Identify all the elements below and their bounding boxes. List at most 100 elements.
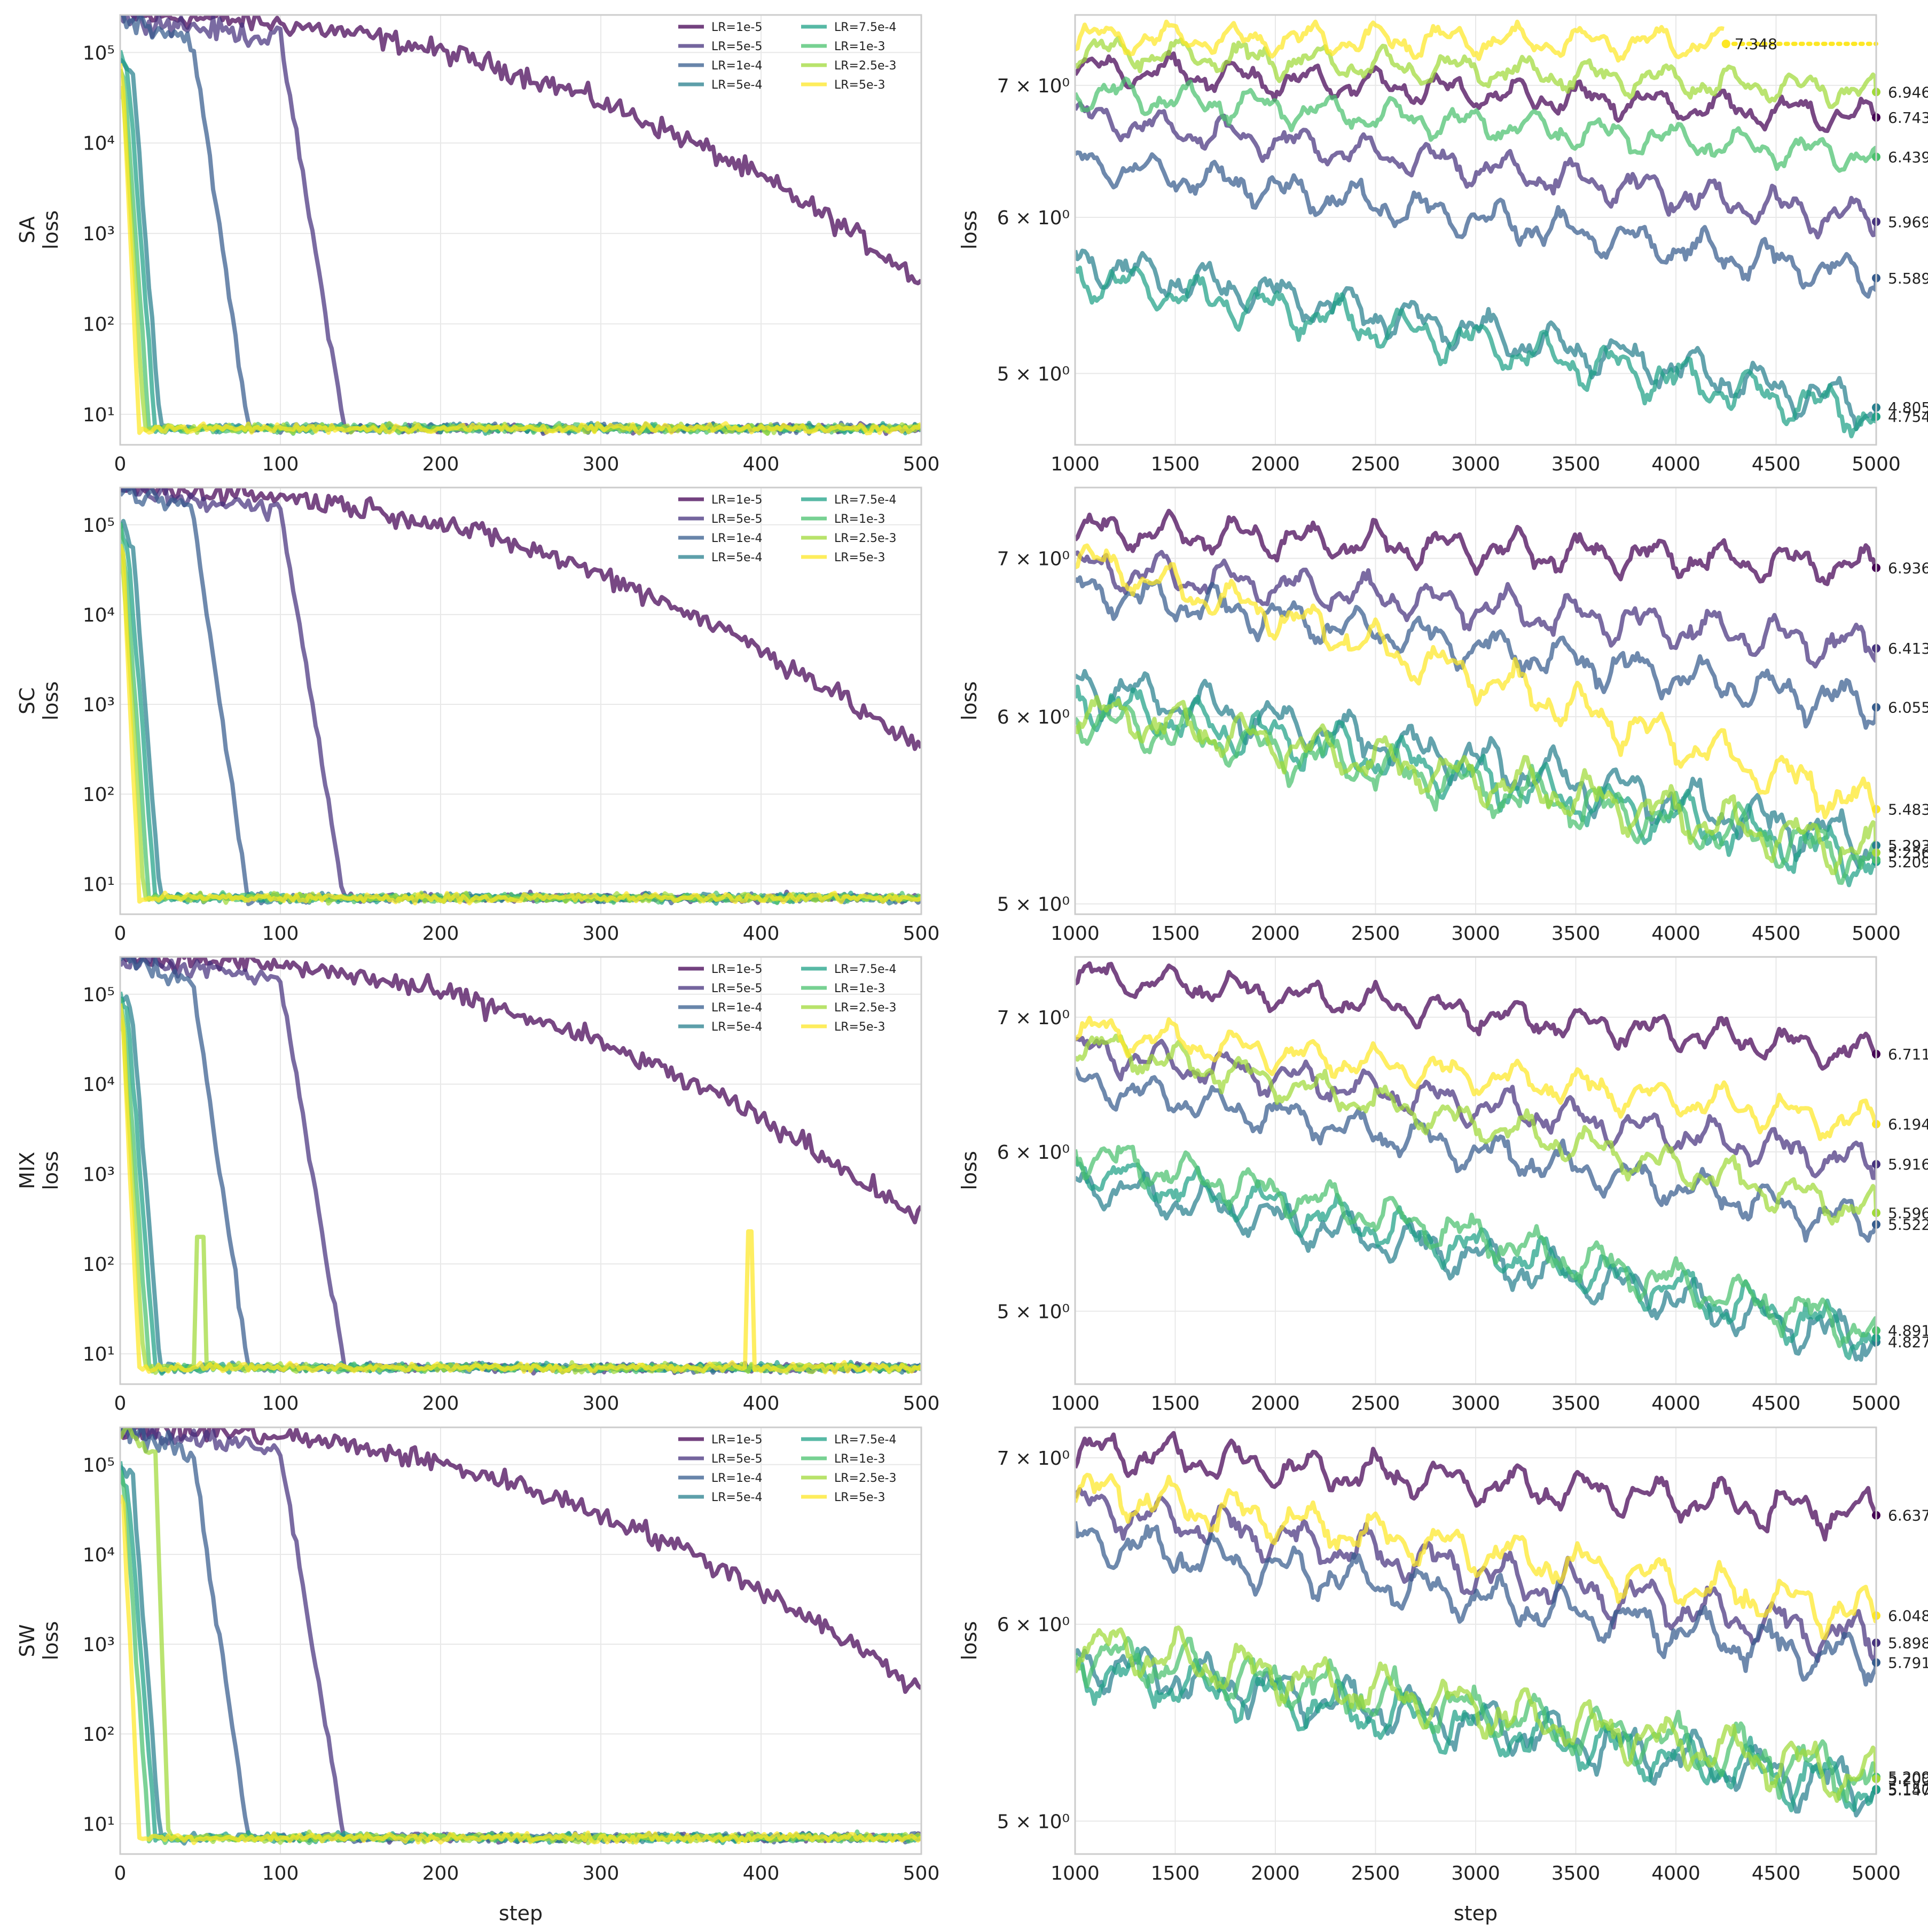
end-value-label: 6.637: [1888, 1507, 1928, 1525]
x-tick-label: 3000: [1451, 1393, 1500, 1415]
x-tick-label: 3500: [1551, 1863, 1601, 1884]
y-tick-label: 5 × 10⁰: [997, 363, 1070, 385]
end-value-label: 6.194: [1888, 1116, 1928, 1133]
legend-label: LR=1e-5: [711, 1433, 762, 1447]
end-value-label: 5.209: [1888, 853, 1928, 871]
y-tick-label: 10⁵: [83, 984, 115, 1006]
row-label-name: MIX: [15, 1152, 39, 1189]
x-tick-label: 300: [583, 453, 620, 475]
row-label: SAloss: [15, 210, 62, 249]
x-tick-label: 3000: [1451, 453, 1500, 475]
end-marker: [1721, 40, 1730, 49]
x-tick-label: 0: [114, 1863, 127, 1884]
legend-label: LR=5e-3: [834, 1491, 885, 1504]
y-tick-label: 10²: [83, 313, 115, 335]
x-tick-label: 500: [903, 1393, 940, 1415]
y-tick-label: 10⁵: [83, 1455, 115, 1477]
series-line-LR=1e-3: [1075, 1636, 1876, 1803]
x-tick-label: 100: [262, 1863, 299, 1884]
legend-label: LR=7.5e-4: [834, 21, 896, 34]
end-value-label: 5.147: [1888, 1781, 1928, 1799]
x-tick-label: 2000: [1251, 923, 1300, 945]
series-line-LR=1e-5: [1075, 50, 1876, 133]
panel-frame: [1074, 1426, 1877, 1855]
x-tick-label: 500: [903, 453, 940, 475]
x-tick-label: 1500: [1151, 453, 1200, 475]
legend-label: LR=1e-4: [711, 59, 762, 73]
series-group: [1075, 1431, 1876, 1818]
y-tick-label: 5 × 10⁰: [997, 894, 1070, 916]
x-tick-label: 2500: [1351, 453, 1400, 475]
y-tick-label: 5 × 10⁰: [997, 1301, 1070, 1323]
legend-label: LR=2.5e-3: [834, 59, 896, 73]
x-tick-label: 0: [114, 453, 127, 475]
end-value-label: 5.200: [1888, 1770, 1928, 1788]
series-group: [120, 488, 921, 906]
series-line-LR=1e-5: [120, 957, 921, 1224]
end-value-label: 5.898: [1888, 1634, 1928, 1652]
legend-label: LR=1e-3: [834, 982, 885, 995]
y-axis-label: loss: [39, 1621, 62, 1660]
legend-label: LR=1e-3: [834, 40, 885, 53]
x-tick-label: 400: [743, 923, 780, 945]
series-group: [120, 15, 921, 436]
x-tick-label: 100: [262, 1393, 299, 1415]
legend-label: LR=1e-5: [711, 21, 762, 34]
y-tick-label: 7 × 10⁰: [997, 1007, 1070, 1029]
series-line-LR=1e-5: [1075, 961, 1876, 1071]
x-tick-label: 5000: [1852, 1863, 1901, 1884]
legend-label: LR=1e-5: [711, 963, 762, 976]
series-line-LR=1e-5: [1075, 1431, 1876, 1542]
series-line-LR=1e-3: [1075, 1144, 1876, 1348]
end-value-label: 5.916: [1888, 1156, 1928, 1173]
y-tick-label: 10⁴: [83, 1544, 115, 1566]
series-line-LR=1e-5: [120, 15, 921, 286]
x-tick-label: 200: [422, 923, 459, 945]
y-tick-label: 10⁵: [83, 42, 115, 64]
x-tick-label: 2500: [1351, 923, 1400, 945]
end-value-label: 6.946: [1888, 83, 1928, 101]
y-tick-label: 6 × 10⁰: [997, 1614, 1070, 1636]
panel-frame: [1074, 14, 1877, 446]
x-tick-label: 4000: [1651, 1393, 1700, 1415]
x-tick-label: 2000: [1251, 1393, 1300, 1415]
panel-frame: [119, 486, 922, 915]
y-tick-label: 10³: [83, 694, 115, 716]
x-tick-label: 200: [422, 453, 459, 475]
x-tick-label: 3500: [1551, 453, 1601, 475]
legend-label: LR=1e-3: [834, 513, 885, 526]
end-value-label: 6.936: [1888, 559, 1928, 577]
series-line-LR=5e-3: [1075, 543, 1876, 820]
end-value-label: 4.827: [1888, 1333, 1928, 1351]
y-tick-label: 10³: [83, 223, 115, 245]
legend-label: LR=7.5e-4: [834, 963, 896, 976]
x-tick-label: 500: [903, 923, 940, 945]
end-value-label: 5.589: [1888, 270, 1928, 287]
end-value-label: 4.805: [1888, 399, 1928, 417]
series-line-LR=1e-5: [1075, 508, 1876, 586]
legend-label: LR=1e-3: [834, 1452, 885, 1466]
series-line-LR=1e-3: [1075, 76, 1876, 173]
panel-mix-right: 1000 1500 2000 2500 3000 3500 4000 4500 5000 5 × …: [958, 956, 1928, 1415]
end-value-label: 5.150: [1888, 1781, 1928, 1799]
series-group: [1075, 961, 1876, 1362]
x-tick-label: 4000: [1651, 1863, 1700, 1884]
legend-label: LR=5e-4: [711, 551, 762, 564]
legend-label: LR=2.5e-3: [834, 1001, 896, 1015]
x-tick-label: 1000: [1051, 1393, 1100, 1415]
y-tick-label: 7 × 10⁰: [997, 1448, 1070, 1470]
x-tick-label: 1000: [1051, 923, 1100, 945]
x-tick-label: 400: [743, 1863, 780, 1884]
x-tick-label: 200: [422, 1863, 459, 1884]
legend: LR=1e-5 LR=5e-5 LR=1e-4 LR=5e-4 LR=7.5e-4 LR=…: [678, 963, 896, 1034]
series-line-LR=5e-3: [120, 1003, 921, 1375]
y-axis-label: loss: [958, 1621, 981, 1660]
series-group: [1075, 19, 1876, 438]
end-value-label: 5.791: [1888, 1654, 1928, 1671]
y-tick-label: 7 × 10⁰: [997, 75, 1070, 97]
panels: 0 100 200 300 400 50010¹10²10³10⁴10⁵SAlossLR=…: [15, 14, 1928, 1884]
y-tick-label: 10³: [83, 1634, 115, 1656]
x-axis-label-right: step: [1454, 1902, 1498, 1925]
series-line-LR=1e-4: [1075, 575, 1876, 730]
legend: LR=1e-5 LR=5e-5 LR=1e-4 LR=5e-4 LR=7.5e-4 LR=…: [678, 493, 896, 564]
